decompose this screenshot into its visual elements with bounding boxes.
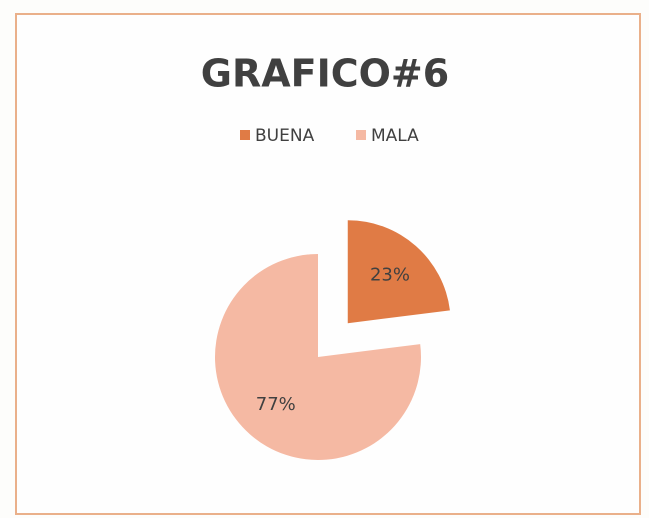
chart-title: GRAFICO#6 (201, 52, 449, 96)
pie-slice (215, 254, 421, 460)
data-label: 23% (370, 264, 410, 285)
data-label: 77% (256, 394, 296, 415)
legend-label: MALA (371, 126, 419, 146)
legend: BUENA MALA (240, 126, 419, 146)
legend-swatch (240, 130, 250, 140)
legend-swatch (356, 130, 366, 140)
legend-label: BUENA (255, 126, 315, 146)
pie-slice (347, 220, 450, 324)
